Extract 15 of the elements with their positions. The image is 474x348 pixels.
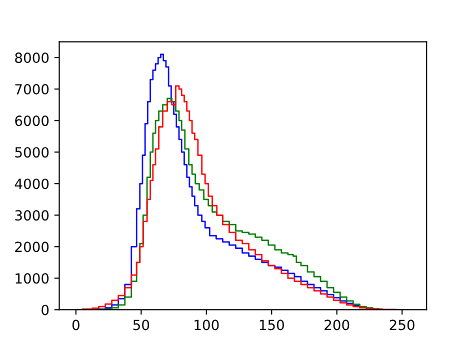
y-tick-label: 3000: [15, 210, 49, 221]
x-tick-label: 150: [260, 320, 284, 330]
x-tick-label: 200: [324, 320, 350, 330]
x-tick-label: 0: [72, 320, 80, 330]
y-tick-label: 6000: [15, 116, 49, 126]
y-tick-label: 1000: [16, 273, 49, 284]
y-tick-label: 8000: [15, 52, 49, 63]
y-tick-label: 2000: [15, 242, 49, 252]
y-tick-label: 0: [42, 304, 49, 316]
x-tick-label: 50: [133, 320, 150, 330]
y-tick-label: 7000: [15, 84, 49, 95]
x-tick-label: 250: [390, 320, 414, 330]
x-tick-label: 100: [194, 320, 219, 330]
y-tick-label: 4000: [14, 178, 49, 190]
y-tick-label: 5000: [15, 147, 49, 158]
